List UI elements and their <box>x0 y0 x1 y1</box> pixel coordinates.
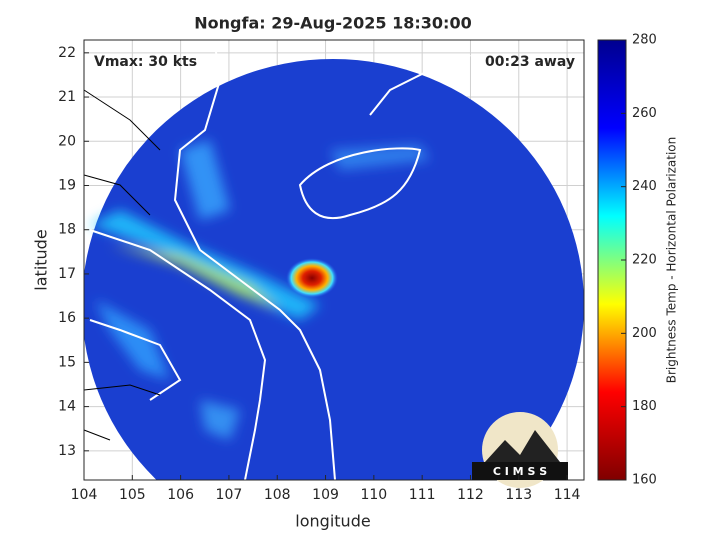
colorbar-label: Brightness Temp - Horizontal Polarizatio… <box>665 137 679 384</box>
colorbar-tick-label: 260 <box>632 106 657 121</box>
y-tick-label: 19 <box>58 177 76 193</box>
x-tick-label: 107 <box>216 487 243 503</box>
chart-title: Nongfa: 29-Aug-2025 18:30:00 <box>194 14 471 33</box>
x-tick-label: 108 <box>264 487 291 503</box>
coastlines <box>89 44 471 480</box>
imagery <box>84 44 584 480</box>
x-tick-label: 110 <box>360 487 387 503</box>
logo-text: C I M S S <box>493 465 547 478</box>
y-tick-label: 20 <box>58 133 76 149</box>
y-tick-label: 17 <box>58 266 76 282</box>
y-tick-label: 15 <box>58 354 76 370</box>
y-tick-label: 18 <box>58 222 76 238</box>
y-tick-label: 16 <box>58 310 76 326</box>
y-tick-label: 13 <box>58 443 76 459</box>
cloud-features <box>90 140 430 440</box>
x-tick-label: 105 <box>119 487 146 503</box>
storm-core <box>286 258 338 298</box>
colorbar-tick-label: 160 <box>632 473 657 488</box>
x-tick-label: 109 <box>312 487 339 503</box>
x-tick-label: 114 <box>554 487 581 503</box>
colorbar-tick-label: 240 <box>632 179 657 194</box>
y-tick-label: 14 <box>58 399 76 415</box>
borders <box>83 89 161 441</box>
y-axis-label: latitude <box>32 229 51 290</box>
y-tick-label: 22 <box>58 45 76 61</box>
colorbar-tick-label: 200 <box>632 326 657 341</box>
x-tick-label: 104 <box>71 487 98 503</box>
colorbar-tick-label: 180 <box>632 399 657 414</box>
axes-frame <box>83 39 585 481</box>
annotation: Vmax: 30 kts <box>94 54 197 70</box>
annotation: 00:23 away <box>485 54 575 70</box>
y-tick-label: 21 <box>58 89 76 105</box>
x-tick-label: 113 <box>505 487 532 503</box>
x-axis-label: longitude <box>295 512 370 531</box>
x-tick-label: 111 <box>409 487 436 503</box>
logo: C I M S S <box>472 412 568 488</box>
x-tick-label: 112 <box>457 487 484 503</box>
colorbar-tick-label: 280 <box>632 33 657 48</box>
colorbar-tick-label: 220 <box>632 253 657 268</box>
x-tick-label: 106 <box>167 487 194 503</box>
